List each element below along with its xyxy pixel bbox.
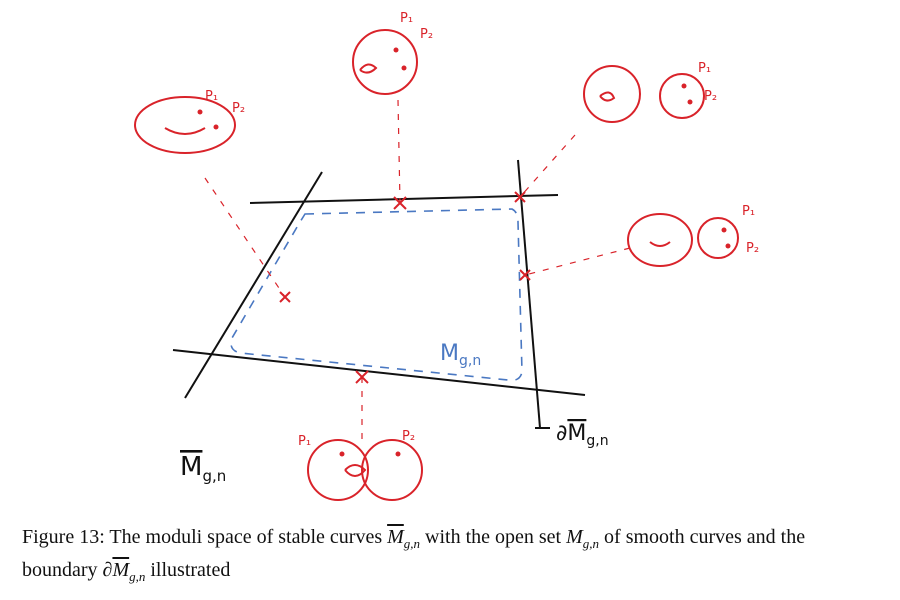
closure-label: Mg,n	[180, 452, 226, 485]
point-label: P₁	[742, 204, 755, 219]
point-label: P₂	[746, 241, 759, 256]
point-label: P₂	[232, 101, 245, 116]
math: M	[112, 559, 130, 581]
caption-label: Figure 13:	[22, 526, 105, 548]
point-label: P₁	[298, 434, 311, 449]
boundary-line	[172, 349, 586, 396]
point-label: P₁	[400, 11, 413, 26]
point-label: P₂	[420, 27, 433, 42]
caption: Figure 13: The moduli space of stable cu…	[22, 524, 882, 590]
math-sub: g,n	[129, 569, 146, 584]
point-label: P₁	[698, 61, 711, 76]
caption-text: The moduli space of stable curves	[109, 526, 383, 548]
math-sub: g,n	[582, 536, 600, 551]
figure: P₁ P₂ P₁ P₂ P₁ P₂ P₁ P₂ P₁ P₂ Mg,n Mg,n …	[134, 11, 759, 501]
open-label: Mg,n	[440, 341, 481, 369]
open-set	[230, 208, 523, 382]
boundary-line	[517, 159, 541, 429]
caption-text: of smooth curves and the boundary	[22, 526, 806, 581]
caption-text: illustrated	[150, 559, 231, 581]
boundary-label: ∂Mg,n	[556, 421, 609, 449]
point-label: P₁	[205, 89, 218, 104]
boundary-line	[184, 171, 323, 399]
connectors	[204, 99, 631, 440]
math: M	[387, 526, 404, 548]
caption-text: with the open set	[425, 526, 562, 548]
math: ∂	[102, 559, 113, 581]
point-labels: P₁ P₂ P₁ P₂ P₁ P₂ P₁ P₂ P₁ P₂	[205, 11, 759, 449]
point-label: P₂	[402, 429, 415, 444]
point-dots	[197, 47, 731, 457]
point-label: P₂	[704, 89, 717, 104]
math-sub: g,n	[403, 536, 421, 551]
math: M	[566, 526, 583, 548]
crosses	[279, 191, 531, 384]
curves	[134, 29, 739, 501]
